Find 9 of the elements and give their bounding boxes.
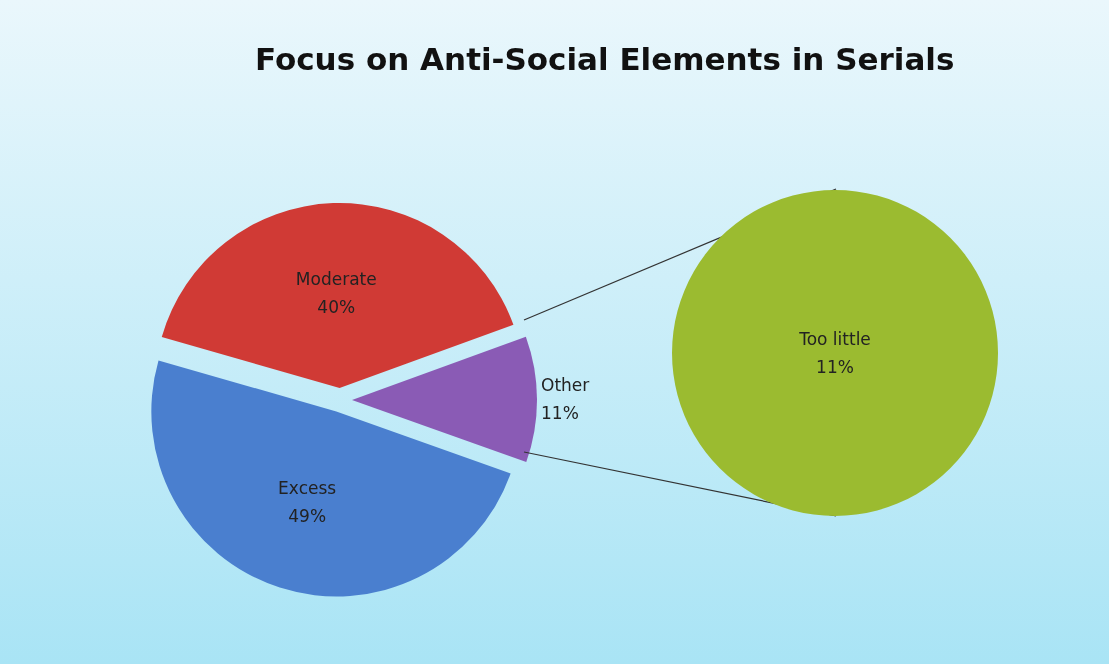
slice-label: Excess (278, 478, 337, 499)
chart-title: Focus on Anti-Social Elements in Serials (255, 40, 955, 77)
data-label: 11% (816, 357, 854, 377)
data-label: 49% (288, 506, 327, 527)
data-label: 11% (541, 403, 579, 424)
slice-label: Too little (798, 329, 871, 349)
slice-label: Moderate (295, 268, 377, 289)
slice-label: Other (541, 375, 590, 396)
data-label: 40% (317, 296, 356, 317)
